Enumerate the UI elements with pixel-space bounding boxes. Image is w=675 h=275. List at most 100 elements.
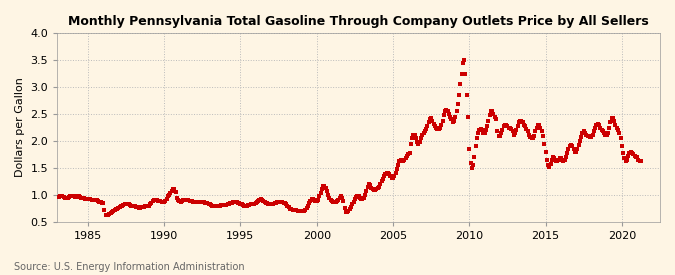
Point <box>248 202 259 206</box>
Point <box>104 211 115 216</box>
Point <box>551 159 562 164</box>
Point <box>75 195 86 199</box>
Point <box>478 131 489 135</box>
Point <box>510 131 520 135</box>
Point <box>540 150 551 154</box>
Point <box>72 194 83 199</box>
Point <box>90 198 101 202</box>
Point <box>505 125 516 130</box>
Point <box>242 204 252 208</box>
Point <box>246 202 257 207</box>
Point <box>182 198 192 202</box>
Point <box>304 201 315 206</box>
Point <box>98 201 109 206</box>
Point <box>335 194 346 198</box>
Point <box>603 131 614 135</box>
Point <box>108 209 119 214</box>
Point <box>416 136 427 141</box>
Point <box>279 201 290 206</box>
Point <box>127 204 138 208</box>
Point <box>591 123 602 127</box>
Point <box>554 156 565 160</box>
Point <box>406 136 417 140</box>
Point <box>414 140 425 144</box>
Point <box>417 132 428 137</box>
Point <box>288 208 299 212</box>
Point <box>393 163 404 167</box>
Point <box>78 196 89 200</box>
Point <box>273 200 284 204</box>
Point <box>549 156 560 160</box>
Point <box>63 195 74 199</box>
Point <box>427 118 438 123</box>
Point <box>526 136 537 141</box>
Point <box>436 123 447 127</box>
Point <box>633 158 644 162</box>
Point <box>492 129 503 133</box>
Point <box>197 200 208 204</box>
Point <box>585 134 595 139</box>
Point <box>256 197 267 202</box>
Point <box>184 199 195 203</box>
Point <box>324 195 335 200</box>
Point <box>567 144 578 148</box>
Point <box>153 199 163 203</box>
Point <box>174 199 185 204</box>
Point <box>325 198 336 202</box>
Point <box>308 198 319 202</box>
Point <box>278 201 289 205</box>
Point <box>91 198 102 202</box>
Point <box>609 118 620 123</box>
Point <box>518 123 529 127</box>
Point <box>373 185 384 189</box>
Point <box>66 194 77 199</box>
Point <box>245 202 256 207</box>
Point <box>462 115 473 119</box>
Point <box>610 123 621 127</box>
Point <box>319 183 330 188</box>
Point <box>128 204 139 208</box>
Point <box>470 144 481 148</box>
Point <box>151 198 162 202</box>
Point <box>452 102 463 107</box>
Point <box>164 192 175 197</box>
Point <box>346 205 356 209</box>
Point <box>323 192 333 197</box>
Point <box>580 131 591 135</box>
Point <box>629 154 640 158</box>
Point <box>488 112 499 116</box>
Point <box>211 204 221 208</box>
Point <box>392 167 402 171</box>
Point <box>156 200 167 204</box>
Point <box>165 191 176 195</box>
Point <box>386 175 397 180</box>
Point <box>62 195 73 200</box>
Point <box>198 200 209 205</box>
Point <box>577 131 588 135</box>
Point <box>531 125 542 130</box>
Point <box>431 125 441 130</box>
Point <box>134 205 145 210</box>
Point <box>441 108 452 112</box>
Point <box>89 198 100 202</box>
Point <box>485 109 496 114</box>
Point <box>377 177 388 181</box>
Point <box>313 197 323 202</box>
Point <box>234 201 244 206</box>
Point <box>59 195 70 200</box>
Point <box>373 186 383 191</box>
Point <box>217 203 228 207</box>
Point <box>173 198 184 202</box>
Point <box>350 197 360 201</box>
Point <box>95 200 106 205</box>
Point <box>468 163 479 167</box>
Point <box>465 160 476 165</box>
Point <box>242 203 253 207</box>
Point <box>275 200 286 204</box>
Point <box>296 209 307 214</box>
Point <box>586 134 597 139</box>
Point <box>558 159 569 164</box>
Point <box>275 200 286 204</box>
Point <box>498 124 509 128</box>
Point <box>334 195 345 200</box>
